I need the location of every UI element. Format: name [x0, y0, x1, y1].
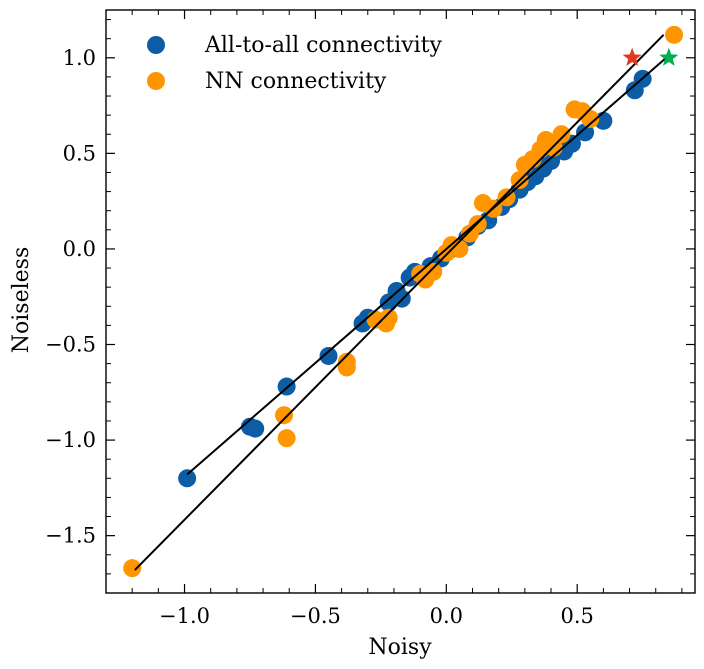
point-nn: [424, 262, 443, 281]
point-all-to-all: [178, 469, 197, 488]
point-nn: [379, 308, 398, 327]
point-nn: [275, 406, 294, 425]
legend-marker-nn: [147, 72, 165, 90]
y-tick-label: −1.0: [45, 428, 96, 452]
x-axis-label: Noisy: [368, 635, 432, 660]
y-tick-label: −0.5: [45, 333, 96, 357]
point-all-to-all: [319, 346, 338, 365]
x-tick-label: −1.0: [159, 604, 210, 628]
y-tick-label: 0.0: [63, 237, 96, 261]
fit-lines: [134, 34, 667, 571]
red-star-marker: [622, 47, 642, 66]
y-tick-label: 1.0: [63, 46, 96, 70]
plot-frame: [105, 9, 696, 594]
ticks-layer: −1.0 −0.5 0.0 0.5 −1.5 −1.0 −0.5 0.0 0.5 1.0: [45, 10, 695, 628]
y-axis-label: Noiseless: [9, 247, 34, 353]
legend-label-nn: NN connectivity: [205, 69, 387, 94]
point-all-to-all: [542, 152, 561, 171]
point-nn: [552, 125, 571, 144]
star-markers: [622, 47, 679, 66]
legend-marker-all-to-all: [147, 36, 165, 54]
y-tick-label: 0.5: [63, 141, 96, 165]
x-tick-label: 0.0: [430, 604, 463, 628]
point-all-to-all: [246, 419, 265, 438]
x-tick-label: 0.5: [560, 604, 593, 628]
legend-label-all-to-all: All-to-all connectivity: [204, 33, 443, 58]
y-tick-label: −1.5: [45, 524, 96, 548]
point-nn: [277, 429, 296, 448]
point-nn: [450, 239, 469, 258]
point-nn: [665, 25, 684, 44]
data-points: [123, 25, 684, 578]
fit-line-all-to-all: [186, 57, 667, 476]
x-tick-label: −0.5: [290, 604, 341, 628]
legend: All-to-all connectivity NN connectivity: [147, 33, 443, 94]
fit-line-nn: [134, 34, 665, 571]
green-star-marker: [659, 47, 679, 66]
point-nn: [337, 358, 356, 377]
point-nn: [123, 559, 142, 578]
